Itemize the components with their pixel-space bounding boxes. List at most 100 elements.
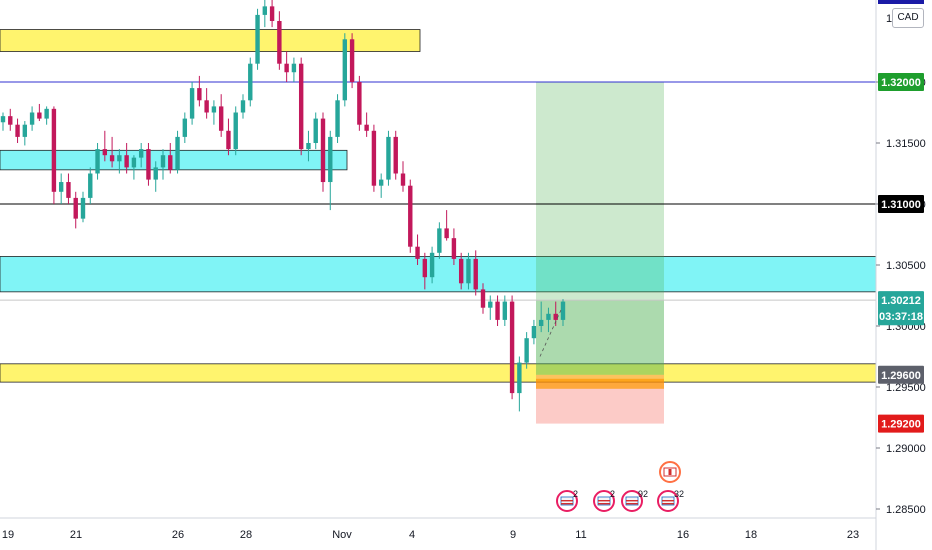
- candle: [538, 301, 544, 333]
- candle: [284, 51, 289, 82]
- candle: [211, 100, 217, 125]
- candle: [37, 103, 42, 122]
- candle: [422, 252, 428, 290]
- candle: [364, 112, 369, 137]
- candle: [218, 94, 224, 137]
- candle: [95, 143, 100, 180]
- y-tick-label: 1.31500: [886, 138, 926, 150]
- event-marker-us[interactable]: 32: [657, 489, 684, 512]
- candle: [335, 94, 340, 143]
- candle: [226, 118, 231, 156]
- svg-text:1.31000: 1.31000: [881, 199, 921, 211]
- candle: [269, 0, 275, 28]
- candle: [320, 112, 326, 192]
- price-tags: 1.320001.310001.3021203:37:181.296001.29…: [878, 0, 924, 433]
- candle: [73, 191, 78, 229]
- x-tick-label: 4: [409, 529, 415, 541]
- candle: [386, 130, 391, 186]
- candle: [240, 94, 246, 119]
- x-tick-label: 16: [677, 529, 689, 541]
- candle: [357, 75, 362, 131]
- candle: [189, 82, 195, 125]
- price-tag: 1.29200: [878, 414, 924, 433]
- candle: [560, 299, 566, 326]
- candle: [197, 75, 202, 107]
- candle: [22, 121, 28, 146]
- event-marker-us[interactable]: 2: [556, 489, 578, 512]
- candle: [58, 173, 64, 204]
- svg-text:1.30212: 1.30212: [881, 295, 921, 307]
- candle: [531, 319, 537, 345]
- candle: [546, 307, 551, 333]
- currency-badge[interactable]: CAD: [892, 8, 924, 28]
- candle: [509, 295, 515, 400]
- candle: [153, 161, 158, 192]
- candle: [488, 295, 493, 320]
- candle: [306, 130, 311, 162]
- y-tick-label-partial: 1.: [886, 13, 895, 25]
- candle: [328, 130, 333, 211]
- candle: [102, 130, 108, 162]
- candle: [517, 356, 522, 412]
- candle: [233, 106, 238, 156]
- candle: [175, 130, 180, 174]
- x-tick-label: 19: [2, 529, 14, 541]
- svg-text:92: 92: [638, 489, 648, 499]
- candle: [444, 210, 449, 241]
- candle: [480, 283, 486, 314]
- svg-text:2: 2: [573, 489, 578, 499]
- event-marker-ca[interactable]: [659, 461, 681, 483]
- y-tick-label: 1.29000: [886, 443, 926, 455]
- candle: [262, 0, 268, 28]
- position-target-zone[interactable]: [536, 82, 664, 375]
- candle: [291, 57, 297, 82]
- candle: [371, 124, 377, 192]
- candle: [400, 161, 406, 192]
- candle: [109, 136, 115, 168]
- candle: [277, 11, 282, 70]
- x-tick-label: Nov: [332, 529, 352, 541]
- candle: [451, 228, 457, 265]
- projection-line: [539, 307, 563, 357]
- candle: [473, 250, 478, 296]
- candle: [117, 149, 122, 174]
- time-axis[interactable]: 19 21 26 28 Nov 4 9 11 16 18 23: [2, 529, 859, 541]
- economic-events: 2 2 92 32: [556, 461, 684, 512]
- top-price-tag: [878, 0, 924, 4]
- candle: [349, 33, 355, 89]
- candle: [66, 173, 71, 204]
- x-tick-label: 28: [240, 529, 252, 541]
- position-open-pnl: [536, 300, 664, 375]
- price-tag: 1.31000: [878, 195, 924, 213]
- x-tick-label: 18: [745, 529, 757, 541]
- x-tick-label: 26: [172, 529, 184, 541]
- candle: [458, 252, 464, 290]
- event-marker-us[interactable]: 92: [621, 489, 648, 512]
- svg-text:1.29200: 1.29200: [881, 419, 921, 431]
- candle: [393, 130, 398, 180]
- y-tick-label: 1.30500: [886, 260, 926, 272]
- event-marker-us[interactable]: 2: [593, 489, 615, 512]
- position-entry-band: [536, 378, 664, 389]
- candle: [408, 179, 413, 253]
- candle: [80, 191, 86, 223]
- candle: [466, 252, 471, 290]
- y-tick-label: 1.29500: [886, 382, 926, 394]
- long-position-tool[interactable]: [536, 82, 664, 424]
- candle: [138, 143, 144, 168]
- candle: [342, 33, 348, 107]
- candle: [415, 234, 420, 265]
- candle: [313, 112, 318, 150]
- candle: [146, 143, 151, 186]
- x-tick-label: 21: [70, 529, 82, 541]
- candle: [44, 106, 49, 125]
- candle: [15, 118, 20, 143]
- zone-3: [0, 256, 877, 293]
- candle: [204, 88, 209, 119]
- svg-text:2: 2: [610, 489, 615, 499]
- candle: [131, 155, 137, 180]
- svg-text:1.32000: 1.32000: [881, 77, 921, 89]
- horizontal-lines: [0, 81, 876, 301]
- candle: [524, 332, 529, 369]
